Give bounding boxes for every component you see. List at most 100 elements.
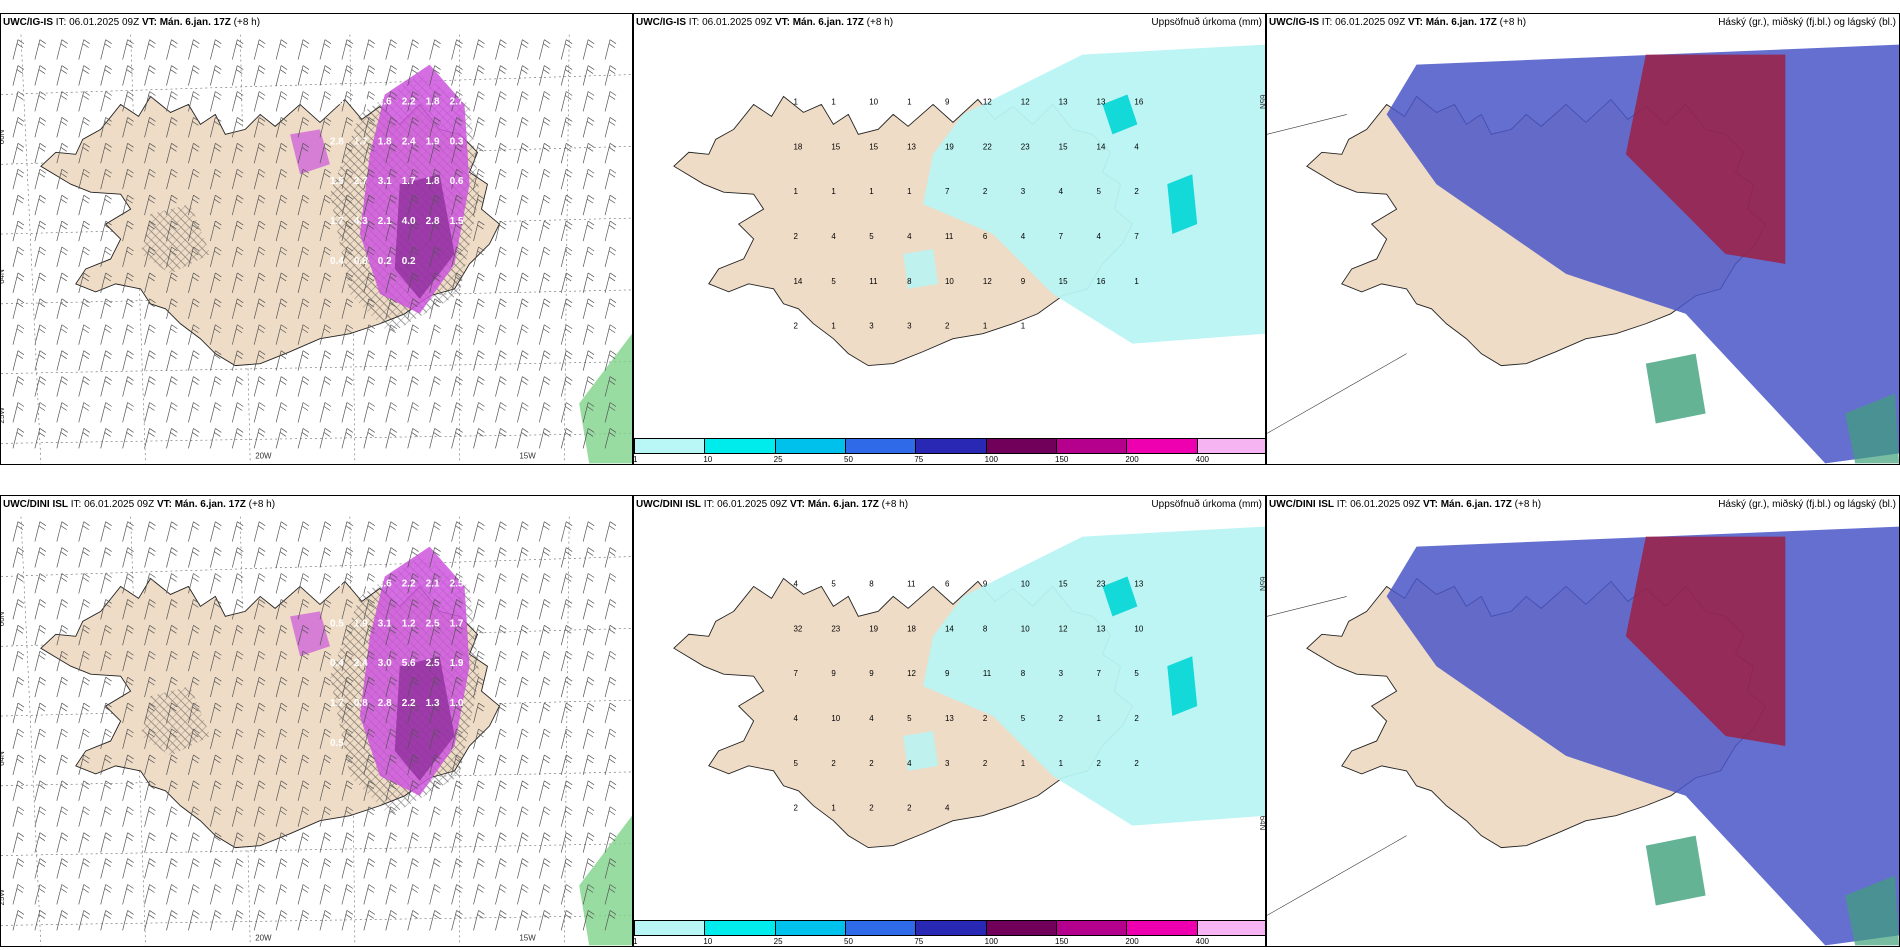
panel-top-middle: UWC/IG-IS IT: 06.01.2025 09Z VT: Mán. 6.… xyxy=(633,13,1266,465)
precip-value-label: 1.2 xyxy=(402,618,416,629)
wind-barb xyxy=(78,194,90,216)
wind-barb xyxy=(429,376,441,397)
lon-label: 20W xyxy=(255,933,272,942)
precip-value-label: 1.8 xyxy=(426,96,440,107)
colorbar-swatch xyxy=(1056,438,1128,454)
precip-total-label: 1 xyxy=(831,804,836,813)
wind-barb xyxy=(144,599,156,620)
precip-total-label: 9 xyxy=(945,669,950,678)
wind-barb xyxy=(582,599,595,620)
wind-barb xyxy=(209,521,222,542)
wind-barb xyxy=(166,521,178,542)
wind-barb xyxy=(275,324,288,345)
wind-barb xyxy=(275,650,288,672)
wind-barb xyxy=(34,91,47,112)
wind-barb xyxy=(429,65,441,86)
wind-barb xyxy=(34,168,47,190)
wind-barb xyxy=(451,39,463,60)
wind-barb xyxy=(429,832,441,853)
wind-barb xyxy=(429,350,441,371)
wind-barb xyxy=(34,324,47,345)
precip-total-label: 5 xyxy=(831,277,836,286)
wind-barb xyxy=(100,298,112,319)
precip-core xyxy=(394,174,455,299)
wind-barb xyxy=(188,91,200,112)
precip-total-label: 1 xyxy=(793,187,798,196)
wind-barb xyxy=(12,117,25,138)
wind-barb xyxy=(34,702,47,724)
wind-barb xyxy=(319,324,332,345)
wind-barb xyxy=(34,272,47,293)
wind-barb xyxy=(319,910,332,931)
longitude-gridline xyxy=(563,34,570,464)
wind-barb xyxy=(319,376,332,397)
precip-total-label: 7 xyxy=(1134,232,1139,241)
wind-barb xyxy=(12,910,25,931)
wind-barb xyxy=(231,754,244,775)
wind-barb xyxy=(122,806,134,827)
precip-total-label: 3 xyxy=(1021,187,1026,196)
wind-barb xyxy=(473,117,485,138)
wind-barb xyxy=(363,91,376,112)
wind-barb xyxy=(517,832,529,853)
wind-barb xyxy=(341,220,354,242)
wind-barb xyxy=(253,428,266,449)
wind-barb xyxy=(517,676,529,698)
precip-accum-area xyxy=(923,526,1265,826)
wind-barb xyxy=(385,884,397,905)
wind-barb xyxy=(407,168,419,190)
wind-barb xyxy=(560,117,573,138)
precip-value-label: 2.1 xyxy=(426,578,440,589)
wind-barb xyxy=(56,324,68,345)
wind-barb xyxy=(341,676,354,698)
wind-barb xyxy=(604,246,617,268)
wind-barb xyxy=(604,402,617,423)
wind-barb xyxy=(604,324,617,345)
precip-total-label: 13 xyxy=(1134,579,1143,588)
wind-barb xyxy=(56,702,68,724)
wind-barb xyxy=(341,246,354,268)
precip-total-label: 19 xyxy=(869,624,878,633)
precip-total-label: 10 xyxy=(869,97,878,106)
wind-barb xyxy=(319,220,332,242)
wind-barb xyxy=(100,65,112,86)
lat-label: 64N xyxy=(1,751,6,766)
wind-barb xyxy=(341,547,354,568)
wind-barb xyxy=(582,547,595,568)
precip-total-label: 15 xyxy=(831,142,840,151)
wind-barb xyxy=(122,350,134,371)
colorbar-tick-label: 75 xyxy=(914,937,924,946)
wind-barb xyxy=(297,65,310,86)
wind-barb xyxy=(122,272,134,293)
wind-barb xyxy=(144,246,156,268)
wind-barb xyxy=(604,547,617,568)
wind-barb xyxy=(385,194,397,216)
wind-barb xyxy=(560,702,573,724)
wind-barb xyxy=(560,65,573,86)
high-cloud-area xyxy=(1625,54,1786,264)
panel-right-title: Háský (gr.), miðský (fj.bl.) og lágský (… xyxy=(1718,499,1896,510)
wind-barb xyxy=(253,298,266,319)
wind-barb xyxy=(385,220,397,242)
wind-barb xyxy=(582,573,595,594)
wind-barb xyxy=(451,910,463,931)
precip-total-label: 10 xyxy=(1134,624,1143,633)
wind-barb xyxy=(122,428,134,449)
wind-barb xyxy=(34,246,47,268)
wind-barb xyxy=(231,402,244,423)
wind-barb xyxy=(275,858,288,879)
wind-barb xyxy=(538,858,551,879)
wind-barb xyxy=(166,599,178,620)
latitude-gridline xyxy=(1,915,632,926)
precip-value-label: 0.8 xyxy=(354,698,368,709)
wind-barb xyxy=(385,754,397,775)
wind-barb xyxy=(582,117,595,138)
precip-total-label: 23 xyxy=(1097,579,1106,588)
wind-barb xyxy=(34,884,47,905)
wind-barb xyxy=(363,728,376,750)
wind-barb xyxy=(275,884,288,905)
wind-barb xyxy=(319,194,332,216)
wind-barb xyxy=(363,547,376,568)
wind-barb xyxy=(100,168,112,190)
